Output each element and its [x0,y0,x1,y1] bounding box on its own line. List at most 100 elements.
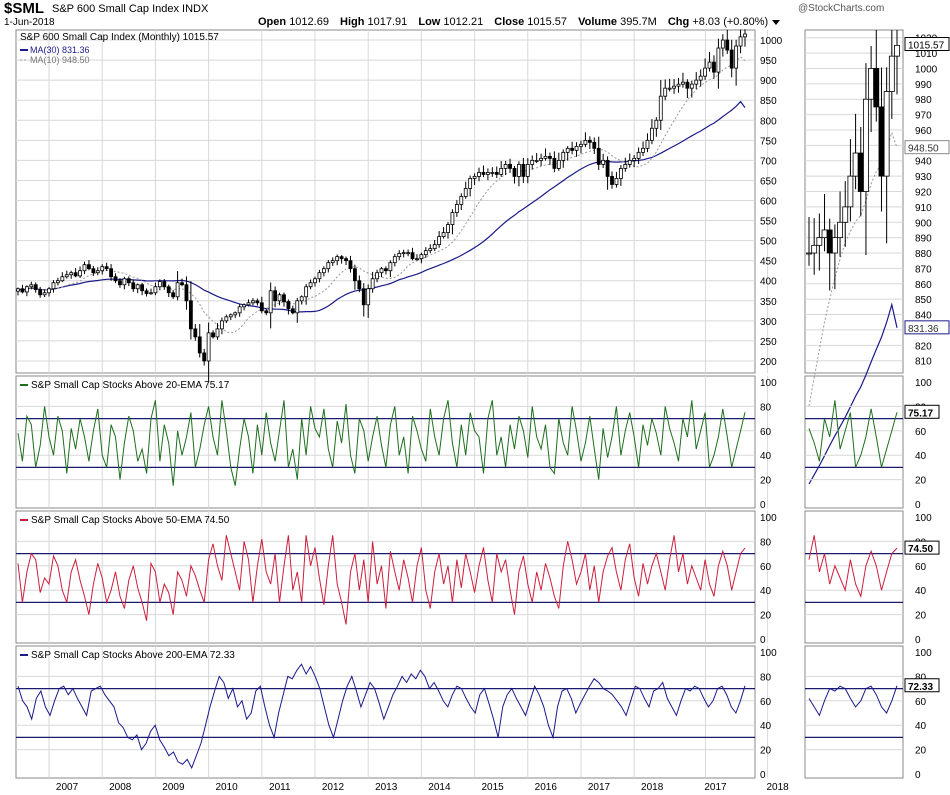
candle-body [166,286,171,294]
candle-body [175,282,180,298]
candle-body [503,163,508,169]
candle-body [454,204,459,213]
x-tick-label-2012: 2012 [322,782,345,793]
candle-body [47,288,51,294]
candle-body [339,256,344,260]
candle-body [193,328,198,338]
price-tick-800: 800 [760,116,777,127]
candle-body [472,176,477,179]
candle-body [91,268,96,274]
zoom-price-tick-940: 940 [915,157,932,168]
ma30-line [17,100,746,313]
candle-body [410,252,415,260]
candle-body [587,139,592,143]
zoom-candle-body [816,237,823,246]
candle-body [38,289,43,296]
candle-body [720,39,725,49]
candle-body [335,256,340,262]
candle-body [286,301,291,310]
candle-body [135,284,140,290]
candle-body [534,159,539,162]
x-tick-label-2015: 2015 [481,782,504,793]
zoom-price-tick-1010: 1010 [915,49,938,60]
price-tick-1000: 1000 [760,36,783,47]
candle-body [446,224,450,233]
ema200-zoom-tick-80: 80 [915,672,927,683]
candle-body [366,288,371,306]
candle-body [113,276,118,282]
zoom-price-tick-810: 810 [915,357,932,368]
candle-body [299,296,304,302]
candle-body [392,256,397,264]
candle-body [570,147,575,151]
candle-body [632,157,637,161]
symbol-title: $SML [4,0,45,17]
candle-body [463,188,468,197]
zoom-ma30-line [808,302,898,485]
candle-body [658,95,663,121]
x-tick-label-2010: 2010 [215,782,238,793]
ema50-tick-40: 40 [760,586,772,597]
index-name-text: S&P 600 Small Cap Index [52,3,179,15]
ema50-series-line [17,535,746,625]
ema20-legend: S&P Small Cap Stocks Above 20-EMA 75.17 [31,380,230,391]
zoom-price-tick-820: 820 [915,341,932,352]
candle-body [734,45,739,69]
candle-body [51,282,56,290]
zoom-value-tag-0: 1015.57 [908,41,945,52]
ema50-tick-60: 60 [760,562,772,573]
ema200-zoom-series-line [808,685,898,717]
zoom-value-tag-box [904,37,950,52]
price-tick-550: 550 [760,217,777,228]
close-label: Close [494,16,525,28]
zoom-price-tick-960: 960 [915,126,932,137]
candle-body [689,83,694,89]
candle-body [525,163,530,177]
ema50-tick-0: 0 [760,635,766,646]
candle-body [419,254,424,260]
zoom-price-tick-930: 930 [915,172,932,183]
candle-body [521,163,526,177]
candle-body [149,292,153,295]
ema200-legend: S&P Small Cap Stocks Above 200-EMA 72.33 [31,650,235,661]
candle-body [109,268,113,278]
candle-body [610,176,614,185]
price-tick-250: 250 [760,337,777,348]
candle-body [246,302,251,306]
chevron-down-icon[interactable] [772,19,781,25]
candle-body [233,312,238,316]
ema200-tick-100: 100 [760,648,777,659]
ema200-tick-80: 80 [760,672,772,683]
candle-body [667,87,672,90]
candle-body [406,252,410,255]
price-tick-500: 500 [760,237,777,248]
zoom-price-tick-920: 920 [915,188,932,199]
candle-body [685,81,690,89]
price-tick-350: 350 [760,297,777,308]
candle-body [242,304,246,308]
candle-body [321,268,326,274]
panel-frame-ema20 [15,375,756,509]
candle-body [663,87,668,97]
zoom-candle-body [831,237,838,254]
candle-body [636,151,641,159]
candle-body [583,139,588,145]
chg-value: +8.03 (+0.80%) [692,16,769,28]
zoom-candle-body [811,244,818,254]
x-tick-label-2008: 2008 [109,782,132,793]
x-tick-label-2013: 2013 [375,782,398,793]
candle-body [184,284,189,302]
candle-body [441,232,446,238]
ema50-tick-20: 20 [760,611,772,622]
candle-body [95,270,100,274]
ema50-zoom-tick-40: 40 [915,586,927,597]
price-tick-650: 650 [760,176,777,187]
x-tick-label-2018: 2018 [641,782,664,793]
candle-body [180,282,184,286]
zoom-price-tick-970: 970 [915,111,932,122]
candle-body [494,172,499,175]
ema20-zoom-series-line [808,400,898,468]
zoom-price-tick-860: 860 [915,280,932,291]
candle-body [188,300,193,330]
candle-body [290,308,295,314]
